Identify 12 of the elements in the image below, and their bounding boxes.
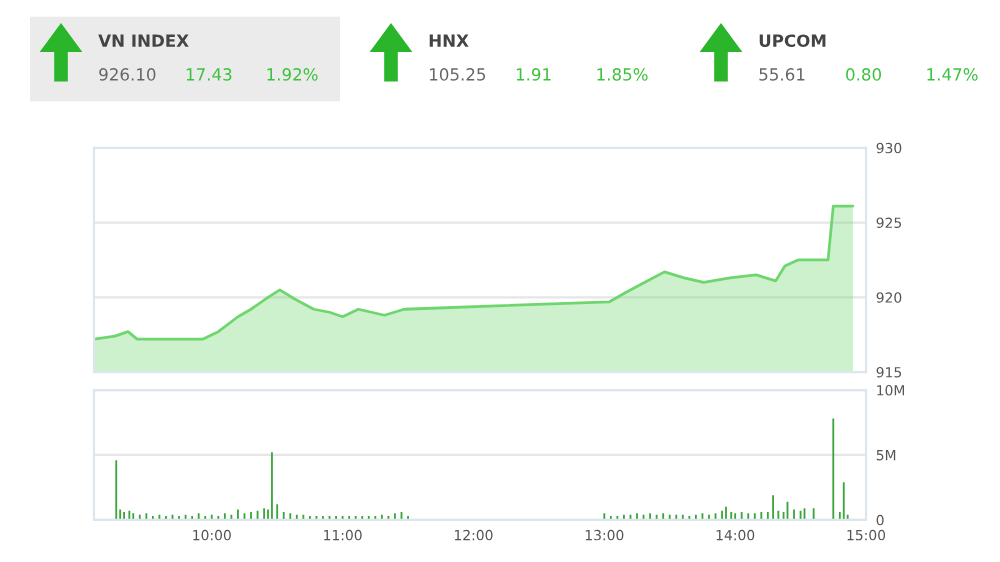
text: 17.43 xyxy=(186,68,232,81)
text: 105.25 xyxy=(430,68,486,81)
text: VN INDEX xyxy=(98,34,189,47)
text: UPCOM xyxy=(759,34,826,47)
text: HNX xyxy=(429,34,469,47)
text: 0.80 xyxy=(846,68,881,81)
text: 1.92% xyxy=(267,68,318,81)
text: 1.91 xyxy=(516,68,551,81)
text: 1.47% xyxy=(927,68,978,81)
text: 1.85% xyxy=(597,68,648,81)
text: 55.61 xyxy=(759,68,805,81)
text: 926.10 xyxy=(99,68,156,81)
